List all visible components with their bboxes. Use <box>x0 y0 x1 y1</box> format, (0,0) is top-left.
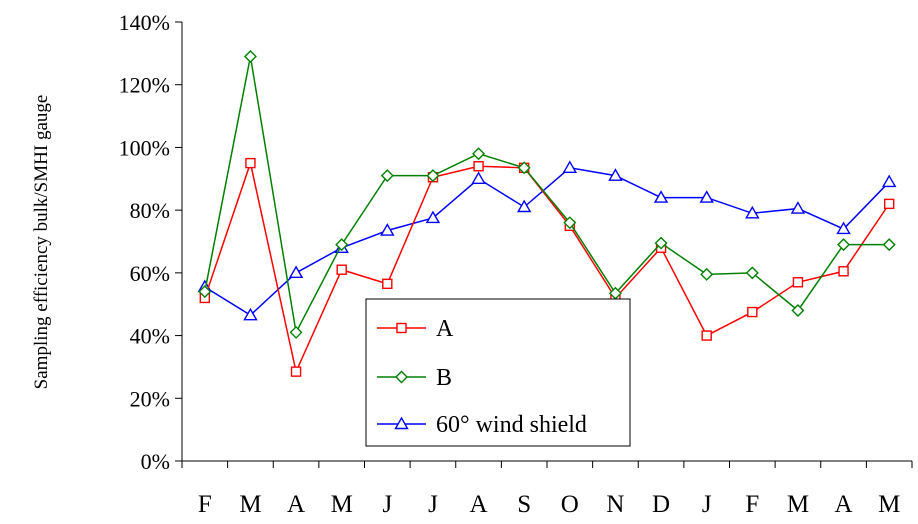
data-point <box>289 325 303 339</box>
y-axis-title: Sampling efficiency bulk/SMHI gauge <box>31 95 52 390</box>
data-point <box>380 169 394 183</box>
data-point <box>745 266 759 280</box>
data-point <box>700 267 714 281</box>
x-category-label: M <box>878 491 900 518</box>
data-point <box>471 171 486 184</box>
data-point <box>473 161 484 172</box>
data-point <box>883 198 895 210</box>
data-point <box>745 205 760 219</box>
data-point <box>701 330 712 341</box>
data-point <box>516 199 532 213</box>
legend-label: B <box>436 365 452 391</box>
data-point <box>838 266 849 277</box>
x-category-label: A <box>287 491 305 518</box>
data-point <box>517 161 531 175</box>
data-point <box>426 169 440 183</box>
y-tick-label: 20% <box>130 386 170 411</box>
legend-item: A <box>377 316 454 342</box>
y-tick-label: 0% <box>141 449 170 474</box>
legend-item: 60° wind shield <box>377 412 587 438</box>
series-2 <box>198 50 896 339</box>
data-point <box>335 238 349 252</box>
data-point <box>336 264 347 275</box>
x-category-label: D <box>652 491 670 518</box>
legend-label: A <box>436 316 454 342</box>
x-category-label: S <box>517 491 531 518</box>
data-point <box>836 221 851 235</box>
x-category-label: M <box>239 491 261 518</box>
legend-item: B <box>377 365 452 391</box>
series-line <box>204 56 890 335</box>
data-point <box>790 201 806 214</box>
legend-label: 60° wind shield <box>436 412 587 438</box>
legend-box <box>365 298 631 447</box>
data-point <box>882 238 896 252</box>
data-point <box>792 277 804 288</box>
x-category-label: M <box>331 491 353 518</box>
x-category-label: A <box>835 491 853 518</box>
series-3 <box>197 160 897 321</box>
data-point <box>245 157 256 169</box>
y-tick-label: 120% <box>119 73 170 98</box>
y-tick-label: 60% <box>130 261 170 286</box>
data-point <box>791 303 805 317</box>
data-point <box>747 306 758 318</box>
data-point <box>243 50 257 63</box>
legend-marker <box>394 416 409 430</box>
data-point <box>243 307 258 321</box>
x-category-label: M <box>787 491 809 518</box>
series-layer <box>197 50 897 377</box>
series-line <box>204 167 890 317</box>
data-point <box>382 278 393 290</box>
legend-marker <box>396 322 407 334</box>
data-point <box>288 265 304 279</box>
data-point <box>608 168 623 181</box>
data-point <box>290 366 302 377</box>
data-point <box>198 285 212 299</box>
x-category-label: J <box>428 491 438 518</box>
y-tick-label: 40% <box>130 324 170 349</box>
data-point <box>654 236 668 250</box>
x-category-label: F <box>198 491 212 518</box>
data-point <box>563 216 577 230</box>
data-point <box>562 160 578 174</box>
legend: AB 60° wind shield <box>365 298 631 447</box>
data-point <box>380 223 395 236</box>
x-category-label: O <box>561 491 579 518</box>
data-point <box>653 190 669 203</box>
data-point <box>837 238 851 252</box>
x-category-label: J <box>702 491 712 518</box>
y-tick-label: 80% <box>130 198 170 223</box>
x-category-label: A <box>470 491 488 518</box>
y-axis: 0% 20% 40% 60% 80% 100% 120% 140% <box>119 10 183 474</box>
data-point <box>425 210 441 224</box>
y-tick-label: 100% <box>119 135 170 160</box>
data-point <box>699 190 714 203</box>
data-point <box>881 174 897 188</box>
data-point <box>472 147 486 161</box>
series-line <box>204 160 890 375</box>
legend-marker <box>395 370 408 384</box>
y-tick-label: 140% <box>119 10 170 35</box>
x-category-label: N <box>606 491 624 518</box>
x-category-label: J <box>382 491 392 518</box>
x-category-label: F <box>745 491 759 518</box>
